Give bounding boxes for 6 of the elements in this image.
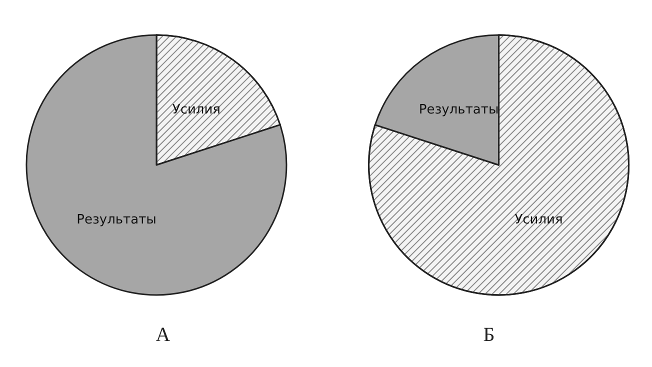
slice-label: Результаты	[418, 102, 499, 118]
slice-label: Результаты	[76, 212, 156, 228]
text: Б	[483, 324, 495, 346]
text: А	[156, 324, 171, 346]
slice-label: Усилия	[172, 102, 221, 118]
slice-label: Усилия	[514, 212, 563, 228]
